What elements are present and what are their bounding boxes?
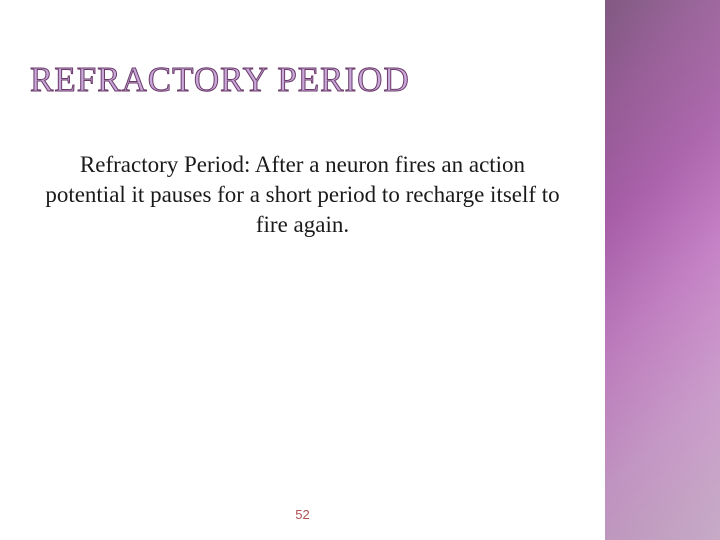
slide-body-text: Refractory Period: After a neuron fires …	[30, 150, 575, 240]
content-area: REFRACTORY PERIOD Refractory Period: Aft…	[0, 0, 605, 540]
slide-title: REFRACTORY PERIOD	[30, 60, 575, 100]
slide-container: REFRACTORY PERIOD Refractory Period: Aft…	[0, 0, 720, 540]
decorative-sidebar	[605, 0, 720, 540]
page-number: 52	[295, 507, 309, 522]
